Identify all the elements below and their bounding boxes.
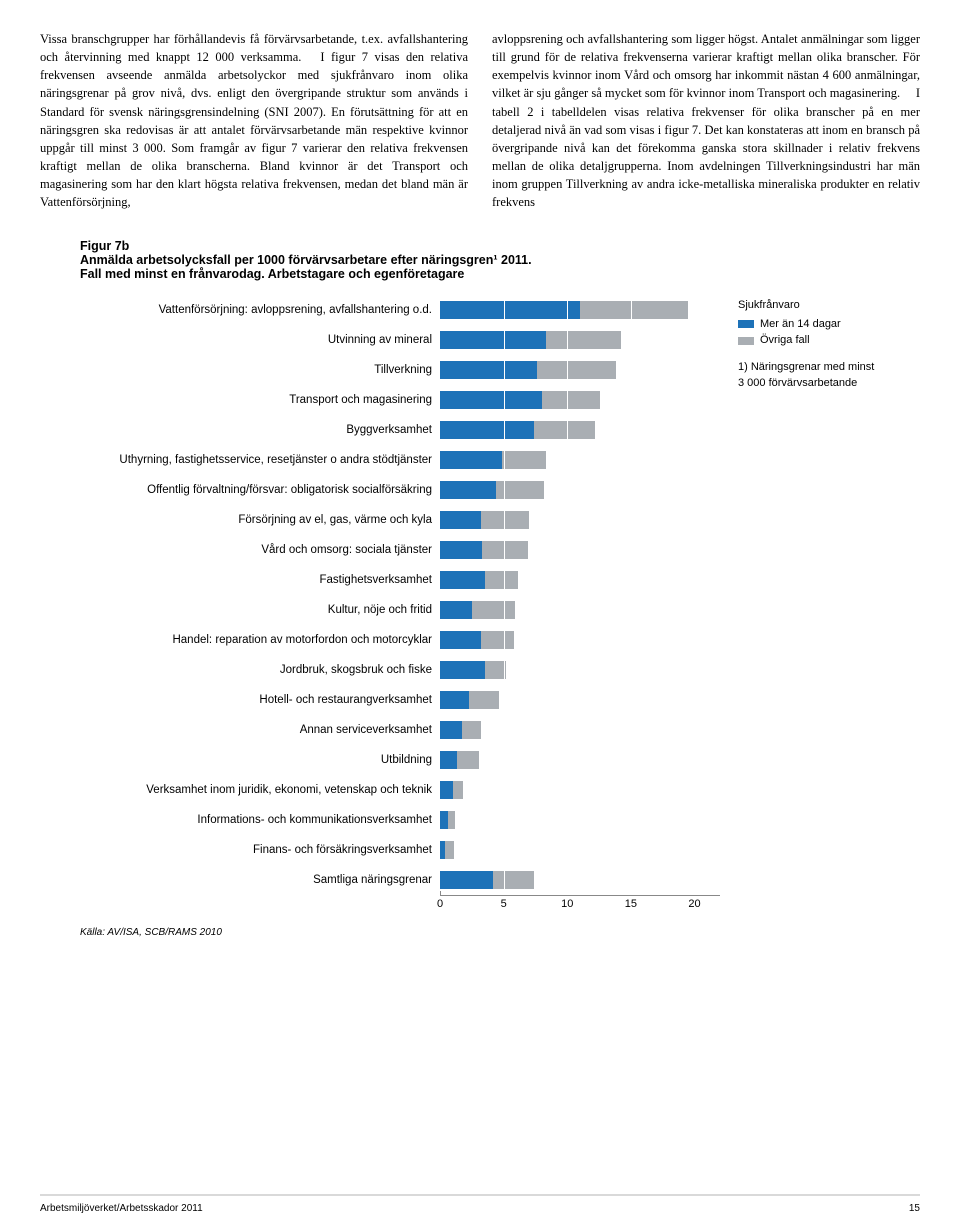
bar-row: Vård och omsorg: sociala tjänster	[80, 535, 720, 565]
bar-label: Transport och magasinering	[80, 394, 440, 406]
bar-cell	[440, 625, 720, 655]
bar-cell	[440, 775, 720, 805]
bar-row: Tillverkning	[80, 355, 720, 385]
bar-row: Byggverksamhet	[80, 415, 720, 445]
bar-row: Försörjning av el, gas, värme och kyla	[80, 505, 720, 535]
bar-label: Tillverkning	[80, 364, 440, 376]
bar-cell	[440, 565, 720, 595]
bar-cell	[440, 385, 720, 415]
bar-row: Kultur, nöje och fritid	[80, 595, 720, 625]
bar-label: Uthyrning, fastighetsservice, resetjänst…	[80, 454, 440, 466]
bar-label: Offentlig förvaltning/försvar: obligator…	[80, 484, 440, 496]
bar-row: Informations- och kommunikationsverksamh…	[80, 805, 720, 835]
bar-cell	[440, 355, 720, 385]
bar-label: Annan serviceverksamhet	[80, 724, 440, 736]
figure-7b: Figur 7b Anmälda arbetsolycksfall per 10…	[80, 239, 880, 917]
footer-right: 15	[909, 1203, 920, 1214]
bar-label: Utbildning	[80, 754, 440, 766]
bar-row: Fastighetsverksamhet	[80, 565, 720, 595]
body-text: Vissa branschgrupper har förhållandevis …	[40, 30, 920, 211]
figure-subtitle2: Fall med minst en frånvarodag. Arbetstag…	[80, 267, 880, 281]
x-axis: 0 5 10 15 20	[440, 895, 720, 917]
bar-label: Utvinning av mineral	[80, 334, 440, 346]
bar-row: Samtliga näringsgrenar	[80, 865, 720, 895]
bar-label: Informations- och kommunikationsverksamh…	[80, 814, 440, 826]
bar-row: Jordbruk, skogsbruk och fiske	[80, 655, 720, 685]
bar-label: Byggverksamhet	[80, 424, 440, 436]
bar-label: Samtliga näringsgrenar	[80, 874, 440, 886]
bar-row: Finans- och försäkringsverksamhet	[80, 835, 720, 865]
bar-label: Vård och omsorg: sociala tjänster	[80, 544, 440, 556]
bar-cell	[440, 745, 720, 775]
bar-cell	[440, 415, 720, 445]
bar-row: Utvinning av mineral	[80, 325, 720, 355]
legend-item: Mer än 14 dagar	[738, 316, 880, 333]
body-col-right: avloppsrening och avfallshantering som l…	[492, 30, 920, 211]
bar-row: Hotell- och restaurangverksamhet	[80, 685, 720, 715]
bar-row: Verksamhet inom juridik, ekonomi, vetens…	[80, 775, 720, 805]
body-col-left: Vissa branschgrupper har förhållandevis …	[40, 30, 468, 211]
bar-label: Hotell- och restaurangverksamhet	[80, 694, 440, 706]
chart-footnote: 1) Näringsgrenar med minst 3 000 förvärv…	[738, 359, 880, 392]
bar-cell	[440, 475, 720, 505]
bar-cell	[440, 835, 720, 865]
bar-cell	[440, 865, 720, 895]
legend-swatch	[738, 320, 754, 328]
bar-label: Fastighetsverksamhet	[80, 574, 440, 586]
bar-row: Uthyrning, fastighetsservice, resetjänst…	[80, 445, 720, 475]
bar-label: Kultur, nöje och fritid	[80, 604, 440, 616]
bar-cell	[440, 595, 720, 625]
bar-row: Utbildning	[80, 745, 720, 775]
page-footer: Arbetsmiljöverket/Arbetsskador 2011 15	[0, 1203, 960, 1214]
bar-label: Försörjning av el, gas, värme och kyla	[80, 514, 440, 526]
bar-cell	[440, 655, 720, 685]
figure-source: Källa: AV/ISA, SCB/RAMS 2010	[80, 927, 920, 938]
figure-title: Figur 7b	[80, 239, 880, 253]
axis-tick: 5	[501, 898, 507, 910]
legend-label: Mer än 14 dagar	[760, 316, 841, 333]
bar-label: Vattenförsörjning: avloppsrening, avfall…	[80, 304, 440, 316]
bar-chart: Vattenförsörjning: avloppsrening, avfall…	[80, 295, 720, 917]
axis-tick: 20	[688, 898, 700, 910]
legend-title: Sjukfrånvaro	[738, 297, 880, 314]
bar-row: Annan serviceverksamhet	[80, 715, 720, 745]
footer-left: Arbetsmiljöverket/Arbetsskador 2011	[40, 1203, 203, 1214]
bar-label: Verksamhet inom juridik, ekonomi, vetens…	[80, 784, 440, 796]
figure-subtitle1: Anmälda arbetsolycksfall per 1000 förvär…	[80, 253, 880, 267]
bar-cell	[440, 295, 720, 325]
bar-cell	[440, 505, 720, 535]
bar-row: Vattenförsörjning: avloppsrening, avfall…	[80, 295, 720, 325]
legend-item: Övriga fall	[738, 332, 880, 349]
axis-tick: 0	[437, 898, 443, 910]
bar-cell	[440, 535, 720, 565]
bar-label: Handel: reparation av motorfordon och mo…	[80, 634, 440, 646]
bar-cell	[440, 805, 720, 835]
footer-rule	[40, 1194, 920, 1196]
legend-label: Övriga fall	[760, 332, 810, 349]
legend-swatch	[738, 337, 754, 345]
chart-legend: Sjukfrånvaro Mer än 14 dagarÖvriga fall …	[720, 295, 880, 392]
bar-cell	[440, 325, 720, 355]
axis-tick: 10	[561, 898, 573, 910]
bar-row: Handel: reparation av motorfordon och mo…	[80, 625, 720, 655]
bar-label: Jordbruk, skogsbruk och fiske	[80, 664, 440, 676]
bar-row: Offentlig förvaltning/försvar: obligator…	[80, 475, 720, 505]
bar-label: Finans- och försäkringsverksamhet	[80, 844, 440, 856]
axis-tick: 15	[625, 898, 637, 910]
bar-cell	[440, 685, 720, 715]
bar-cell	[440, 445, 720, 475]
bar-cell	[440, 715, 720, 745]
bar-row: Transport och magasinering	[80, 385, 720, 415]
